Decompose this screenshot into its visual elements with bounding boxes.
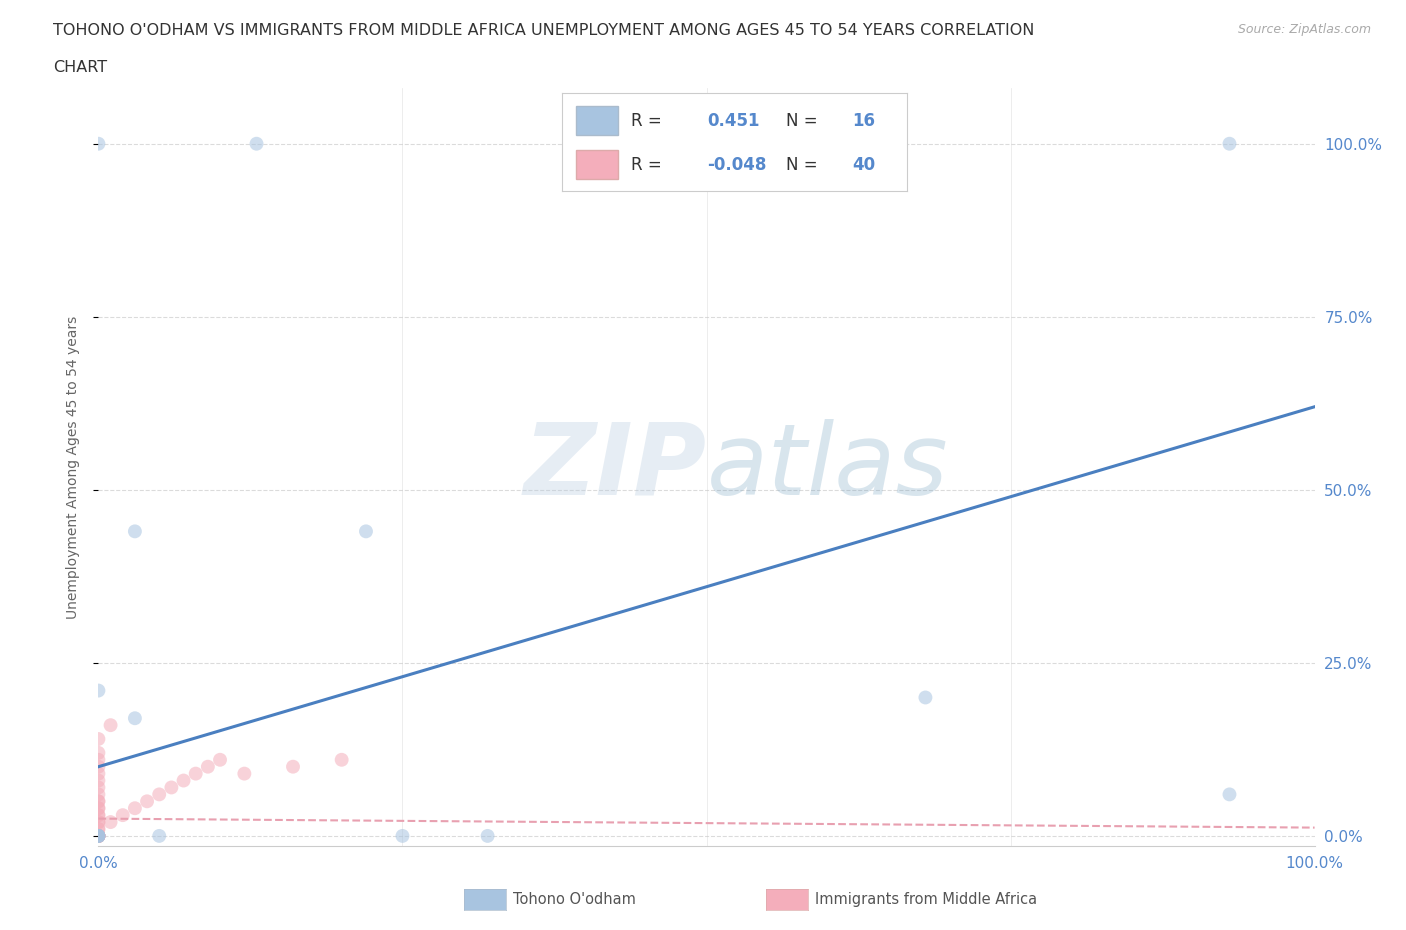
Point <box>148 829 170 844</box>
Point <box>87 746 110 761</box>
Point <box>87 137 110 152</box>
Point <box>87 815 110 830</box>
Point <box>87 752 110 767</box>
Text: -0.048: -0.048 <box>707 155 766 174</box>
Point <box>111 808 134 823</box>
Point <box>87 815 110 830</box>
Point <box>87 821 110 836</box>
Point <box>87 732 110 747</box>
Point <box>87 773 110 788</box>
Point <box>87 759 110 774</box>
Point <box>87 821 110 836</box>
Text: CHART: CHART <box>53 60 107 75</box>
Point <box>87 829 110 844</box>
Point <box>87 780 110 795</box>
Point <box>87 829 110 844</box>
Point <box>209 752 232 767</box>
FancyBboxPatch shape <box>576 150 617 179</box>
Point <box>87 794 110 809</box>
Point <box>87 829 110 844</box>
Point <box>87 829 110 844</box>
Point <box>87 829 110 844</box>
Point <box>87 829 110 844</box>
Point <box>87 808 110 823</box>
Point <box>124 711 146 725</box>
Point <box>330 752 353 767</box>
Point <box>233 766 256 781</box>
Point <box>1218 787 1240 802</box>
Text: N =: N = <box>786 112 823 130</box>
Y-axis label: Unemployment Among Ages 45 to 54 years: Unemployment Among Ages 45 to 54 years <box>66 315 80 619</box>
Point <box>87 829 110 844</box>
Text: R =: R = <box>631 155 668 174</box>
Point <box>160 780 183 795</box>
Text: Tohono O'odham: Tohono O'odham <box>513 892 636 907</box>
Text: 0.451: 0.451 <box>707 112 759 130</box>
Point <box>87 829 110 844</box>
Point <box>184 766 207 781</box>
Text: TOHONO O'ODHAM VS IMMIGRANTS FROM MIDDLE AFRICA UNEMPLOYMENT AMONG AGES 45 TO 54: TOHONO O'ODHAM VS IMMIGRANTS FROM MIDDLE… <box>53 23 1035 38</box>
Point <box>87 829 110 844</box>
Point <box>87 829 110 844</box>
Point <box>87 787 110 802</box>
Point <box>281 759 304 774</box>
FancyBboxPatch shape <box>576 106 617 135</box>
Point <box>124 524 146 538</box>
Text: R =: R = <box>631 112 668 130</box>
Point <box>87 808 110 823</box>
Point <box>87 829 110 844</box>
Text: Immigrants from Middle Africa: Immigrants from Middle Africa <box>815 892 1038 907</box>
Point <box>87 801 110 816</box>
Point <box>1218 137 1240 152</box>
Point <box>391 829 413 844</box>
Point <box>124 801 146 816</box>
Point <box>100 718 122 733</box>
Point <box>148 787 170 802</box>
Point <box>87 794 110 809</box>
Point <box>173 773 195 788</box>
Text: Source: ZipAtlas.com: Source: ZipAtlas.com <box>1237 23 1371 36</box>
Point <box>477 829 499 844</box>
Point <box>87 684 110 698</box>
Text: atlas: atlas <box>707 418 948 516</box>
Point <box>354 524 377 538</box>
Point <box>136 794 159 809</box>
Point <box>87 766 110 781</box>
Text: N =: N = <box>786 155 823 174</box>
Point <box>87 829 110 844</box>
Text: 16: 16 <box>852 112 875 130</box>
Text: 40: 40 <box>852 155 875 174</box>
Point <box>87 801 110 816</box>
Point <box>914 690 936 705</box>
Text: ZIP: ZIP <box>523 418 707 516</box>
Point <box>197 759 219 774</box>
Point <box>245 137 267 152</box>
Point <box>100 815 122 830</box>
